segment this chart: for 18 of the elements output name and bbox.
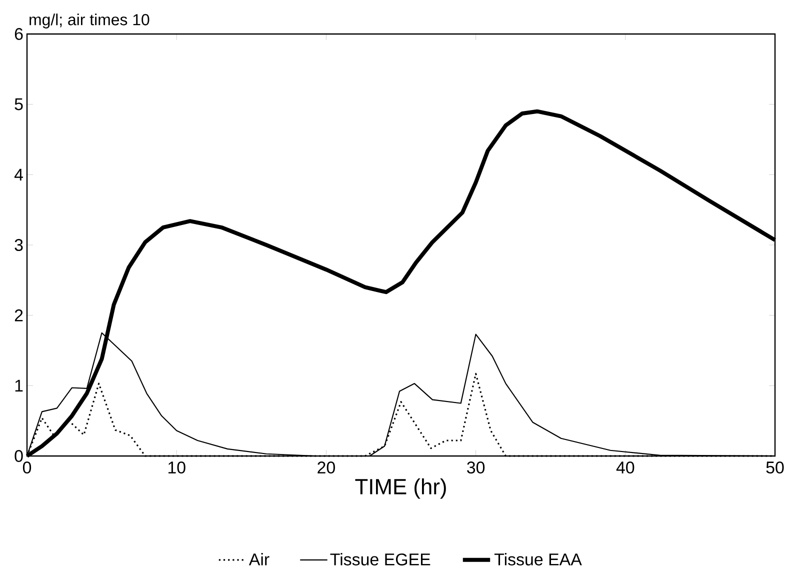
y-tick-label: 0 bbox=[14, 450, 23, 462]
x-tick-label: 50 bbox=[766, 462, 784, 474]
y-tick-label: 6 bbox=[14, 28, 23, 40]
y-tick-label: 2 bbox=[14, 309, 23, 322]
x-tick-label: 20 bbox=[318, 462, 335, 474]
x-tick-label: 30 bbox=[467, 462, 485, 474]
y-tick-label: 5 bbox=[14, 98, 23, 110]
x-tick-label: 10 bbox=[168, 462, 186, 474]
y-tick-label: 1 bbox=[15, 380, 23, 392]
x-axis-title: TIME (hr) bbox=[355, 478, 446, 499]
legend-label: Tissue EAA bbox=[494, 553, 582, 566]
x-tick-label: 0 bbox=[22, 462, 32, 474]
y-tick-label: 3 bbox=[14, 238, 23, 251]
legend-label: Tissue EGEE bbox=[330, 553, 430, 566]
y-axis-title: mg/l; air times 10 bbox=[30, 14, 150, 28]
y-tick-label: 4 bbox=[14, 168, 23, 180]
x-tick-label: 40 bbox=[616, 462, 634, 474]
legend-label: Air bbox=[248, 553, 270, 566]
